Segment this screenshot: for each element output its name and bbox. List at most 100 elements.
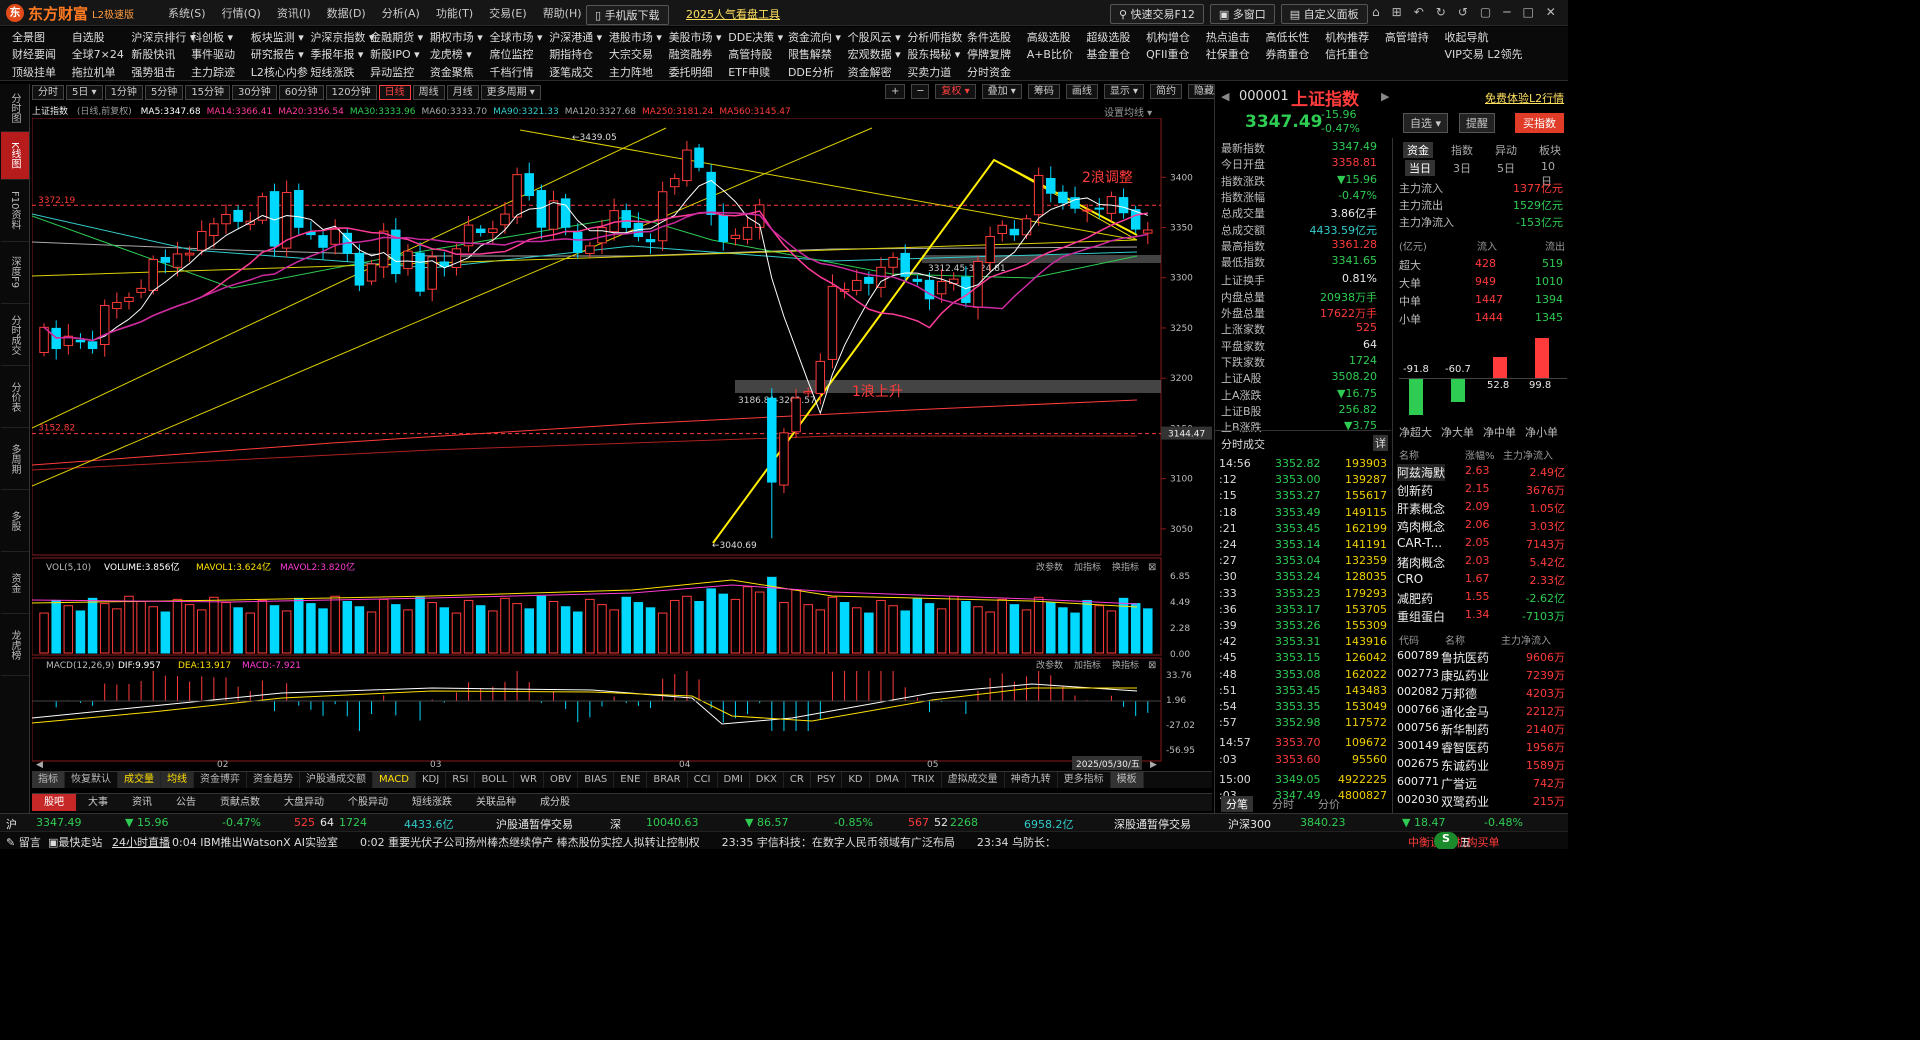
sidebar-tab[interactable]: 多股 <box>0 490 29 552</box>
function-nav-item[interactable]: 机构增仓 <box>1146 31 1191 44</box>
candle[interactable] <box>1130 205 1141 234</box>
function-nav-item[interactable]: 资金流向 ▾ <box>787 31 841 44</box>
candle[interactable] <box>51 320 61 360</box>
function-nav-item[interactable] <box>1385 46 1445 62</box>
menu-item[interactable]: 分析(A) <box>381 7 420 20</box>
function-nav-item[interactable]: 事件驱动 <box>191 48 236 61</box>
candle[interactable] <box>136 279 146 299</box>
stock-name-cell[interactable]: 康弘药业 <box>1441 669 1490 683</box>
stock-name-cell[interactable]: 东诚药业 <box>1441 759 1490 773</box>
stock-name-cell[interactable]: 鲁抗医药 <box>1441 651 1490 665</box>
subchart-tool[interactable]: 改参数 <box>1036 561 1063 573</box>
candle[interactable] <box>815 353 826 405</box>
period-button[interactable]: 5分钟 <box>144 85 184 100</box>
candle[interactable] <box>475 225 486 237</box>
candle[interactable] <box>439 251 450 277</box>
function-nav-item[interactable]: 期权市场 ▾ <box>429 31 483 44</box>
candle[interactable] <box>961 266 971 308</box>
candle[interactable] <box>572 223 583 259</box>
fund-period-tab[interactable]: 3日 <box>1453 162 1471 175</box>
sector-name[interactable]: 重组蛋白 <box>1397 610 1446 624</box>
function-nav-item[interactable]: DDE分析 <box>787 66 834 79</box>
candle[interactable] <box>1009 220 1020 241</box>
indicator-tab[interactable]: RSI <box>446 772 476 788</box>
candle[interactable] <box>1058 185 1068 210</box>
function-nav-item[interactable]: 沪深京排行 ▾ <box>131 31 196 44</box>
candle[interactable] <box>985 226 995 273</box>
brand-icon[interactable]: S <box>1434 832 1458 849</box>
function-nav-item[interactable]: 研究报告 ▾ <box>250 48 304 61</box>
function-nav-item[interactable]: 热点追击 <box>1205 31 1250 44</box>
sector-name[interactable]: 减肥药 <box>1397 592 1434 606</box>
candle[interactable] <box>645 233 656 254</box>
function-nav-item[interactable]: 大宗交易 <box>608 48 653 61</box>
candle[interactable] <box>354 244 365 292</box>
subchart-tool[interactable]: 加指标 <box>1074 659 1101 671</box>
candle[interactable] <box>1094 198 1105 219</box>
candle[interactable] <box>936 269 947 303</box>
candle[interactable] <box>160 249 171 274</box>
function-nav-item[interactable]: 条件选股 <box>967 31 1011 44</box>
chart-tool-button[interactable]: 显示 ▾ <box>1103 84 1145 99</box>
candle[interactable] <box>1082 204 1092 223</box>
candle[interactable] <box>682 141 692 187</box>
candle[interactable] <box>560 193 571 236</box>
news-tab[interactable]: 个股异动 <box>348 797 388 808</box>
function-nav-item[interactable]: 股东揭秘 ▾ <box>907 48 961 61</box>
news-tab[interactable]: 公告 <box>176 797 196 808</box>
sector-name[interactable]: 猪肉概念 <box>1397 556 1446 570</box>
function-nav-item[interactable]: 收起导航 <box>1444 31 1489 44</box>
indicator-tab[interactable]: 资金博弈 <box>194 772 247 788</box>
sector-name[interactable]: 阿兹海默 <box>1397 464 1446 481</box>
trade-detail-button[interactable]: 详 <box>1373 435 1388 451</box>
stock-code-cell[interactable]: 002030 <box>1397 793 1439 806</box>
stock-code-cell[interactable]: 300149 <box>1397 739 1439 752</box>
window-control-icon[interactable]: ↺ <box>1457 5 1468 19</box>
period-button[interactable]: 30分钟 <box>232 85 277 100</box>
candle[interactable] <box>973 255 983 320</box>
candle[interactable] <box>87 330 98 354</box>
window-control-icon[interactable]: ↻ <box>1435 5 1446 19</box>
stock-name-cell[interactable]: 通化金马 <box>1441 705 1490 719</box>
indicator-tab[interactable]: TRIX <box>906 772 942 788</box>
sector-name[interactable]: 创新药 <box>1397 484 1434 498</box>
menu-item[interactable]: 资讯(I) <box>276 7 311 20</box>
period-button[interactable]: 更多周期 ▾ <box>480 85 541 100</box>
news-tab[interactable]: 贡献点数 <box>220 797 260 808</box>
ticker-item[interactable]: 23:35 宇信科技：在数字人民币领域有广泛布局 <box>721 836 955 849</box>
function-nav-item[interactable]: 强势狙击 <box>131 66 176 79</box>
stock-code-cell[interactable]: 002773 <box>1397 667 1439 680</box>
indicator-tab[interactable]: 模板 <box>1110 772 1144 788</box>
candle[interactable] <box>779 427 789 494</box>
window-control-icon[interactable]: □ <box>1522 5 1534 19</box>
sector-header[interactable]: 名称 <box>1399 451 1419 462</box>
function-nav-item[interactable]: DDE决策 ▾ <box>728 31 784 44</box>
scroll-right-icon[interactable]: ▶ <box>1150 760 1157 770</box>
function-nav-item[interactable]: 机构推荐 <box>1325 31 1370 44</box>
candle[interactable] <box>912 275 923 286</box>
function-nav-item[interactable]: 期指持仓 <box>549 48 594 61</box>
function-nav-item[interactable]: 宏观数据 ▾ <box>847 48 901 61</box>
indicator-tab[interactable]: DKX <box>750 772 784 788</box>
candle[interactable] <box>378 223 389 279</box>
function-nav-item[interactable]: 科创板 ▾ <box>191 31 234 44</box>
candle[interactable] <box>585 241 595 258</box>
function-nav-item[interactable]: 新股快讯 <box>131 48 176 61</box>
stock-header[interactable]: 代码 <box>1399 636 1419 647</box>
function-nav-item[interactable]: 高级选股 <box>1026 31 1071 44</box>
trade-tab[interactable]: 分时 <box>1272 798 1294 811</box>
candle[interactable] <box>75 333 86 349</box>
stock-code-cell[interactable]: 002675 <box>1397 757 1439 770</box>
function-nav-item[interactable]: 分时资金 <box>967 66 1011 79</box>
candle[interactable] <box>281 180 292 258</box>
ticker-item[interactable]: 0:02 重要光伏子公司扬州棒杰继续停产 棒杰股份实控人拟转让控制权 <box>359 836 700 849</box>
live-link[interactable]: 24小时直播 <box>112 836 170 849</box>
indicator-tab[interactable]: OBV <box>544 772 579 788</box>
sector-header[interactable]: 主力净流入 <box>1503 451 1553 462</box>
candle[interactable] <box>415 242 425 297</box>
function-nav-item[interactable]: 资金聚焦 <box>429 66 474 79</box>
indicator-tab[interactable]: CR <box>784 772 811 788</box>
indicator-tab[interactable]: BRAR <box>647 772 688 788</box>
candle[interactable] <box>524 162 534 201</box>
prev-stock-icon[interactable]: ◀ <box>1221 90 1230 103</box>
